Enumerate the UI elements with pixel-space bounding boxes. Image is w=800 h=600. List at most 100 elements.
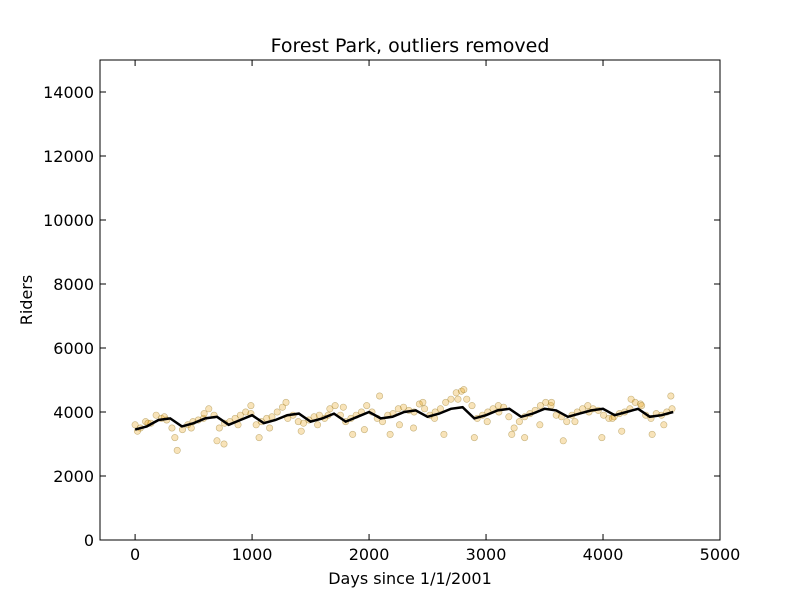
scatter-point	[419, 398, 427, 406]
x-tick-label: 0	[130, 545, 140, 564]
scatter-point	[213, 437, 221, 445]
x-tick-label: 1000	[232, 545, 273, 564]
scatter-point	[173, 446, 181, 454]
scatter-point	[395, 421, 403, 429]
x-tick-label: 4000	[583, 545, 624, 564]
scatter-point	[460, 386, 468, 394]
scatter-point	[152, 411, 160, 419]
y-tick-label: 14000	[43, 83, 94, 102]
scatter-point	[278, 403, 286, 411]
scatter-point	[171, 434, 179, 442]
scatter-point	[605, 414, 613, 422]
scatter-point	[440, 430, 448, 438]
scatter-point	[252, 421, 260, 429]
scatter-point	[386, 430, 394, 438]
scatter-point	[220, 440, 228, 448]
scatter-point	[205, 405, 213, 413]
scatter-point	[552, 411, 560, 419]
scatter-point	[376, 392, 384, 400]
scatter-point	[600, 411, 608, 419]
y-axis: 0 2000 4000 6000 8000 10000 12000 14000	[43, 83, 720, 550]
scatter-point	[294, 418, 302, 426]
scatter-point	[131, 421, 139, 429]
scatter-point	[508, 430, 516, 438]
y-tick-label: 0	[84, 531, 94, 550]
x-tick-label: 5000	[700, 545, 741, 564]
scatter-point	[627, 395, 635, 403]
scatter-point	[331, 402, 339, 410]
scatter-point	[521, 434, 529, 442]
scatter-point	[168, 424, 176, 432]
scatter-point	[215, 424, 223, 432]
scatter-point	[247, 402, 255, 410]
scatter-point	[463, 395, 471, 403]
scatter-point	[470, 434, 478, 442]
scatter-point	[468, 402, 476, 410]
scatter-point	[400, 403, 408, 411]
x-axis: 0 1000 2000 3000 4000 5000	[130, 60, 740, 564]
x-tick-label: 3000	[466, 545, 507, 564]
y-tick-label: 2000	[53, 467, 94, 486]
scatter-point	[415, 400, 423, 408]
scatter-point	[452, 389, 460, 397]
scatter-point	[618, 427, 626, 435]
scatter-point	[266, 424, 274, 432]
chart-title: Forest Park, outliers removed	[271, 35, 550, 57]
scatter-point	[660, 421, 668, 429]
plot-frame	[99, 59, 721, 541]
scatter-point	[360, 426, 368, 434]
scatter-point	[349, 430, 357, 438]
scatter-point	[457, 387, 465, 395]
scatter-point	[638, 402, 646, 410]
scatter-point	[505, 413, 513, 421]
plot-area	[131, 386, 676, 454]
scatter-point	[648, 430, 656, 438]
scatter-point	[542, 398, 550, 406]
y-axis-label: Riders	[17, 275, 36, 325]
scatter-point	[339, 403, 347, 411]
scatter-point	[297, 427, 305, 435]
scatter-point	[598, 434, 606, 442]
scatter-point	[563, 418, 571, 426]
scatter-point	[326, 405, 334, 413]
scatter-point	[631, 398, 639, 406]
trend-line	[134, 405, 674, 431]
scatter-point	[559, 437, 567, 445]
scatter-point	[394, 405, 402, 413]
scatter-point	[536, 402, 544, 410]
scatter-point	[363, 402, 371, 410]
scatter-point	[282, 398, 290, 406]
scatter-point	[236, 411, 244, 419]
scatter-point	[442, 398, 450, 406]
scatter-point	[142, 418, 150, 426]
x-tick-label: 2000	[349, 545, 390, 564]
scatter-point	[421, 405, 429, 413]
scatter-point	[515, 418, 523, 426]
scatter-point	[494, 402, 502, 410]
scatter-point	[510, 424, 518, 432]
scatter-point	[571, 418, 579, 426]
y-tick-label: 12000	[43, 147, 94, 166]
scatter-point	[548, 398, 556, 406]
y-tick-label: 10000	[43, 211, 94, 230]
scatter-point	[536, 421, 544, 429]
y-tick-label: 6000	[53, 339, 94, 358]
y-tick-label: 8000	[53, 275, 94, 294]
scatter-point	[454, 395, 462, 403]
scatter-point	[300, 419, 308, 427]
scatter-point	[410, 424, 418, 432]
scatter-point	[255, 434, 263, 442]
scatter-point	[187, 424, 195, 432]
scatter-point	[200, 410, 208, 418]
scatter-point	[314, 421, 322, 429]
scatter-point	[584, 402, 592, 410]
scatter-point	[268, 413, 276, 421]
scatter-point	[636, 400, 644, 408]
scatter-point	[483, 418, 491, 426]
scatter-point	[667, 392, 675, 400]
scatter-point	[447, 395, 455, 403]
scatter-point	[273, 408, 281, 416]
y-tick-label: 4000	[53, 403, 94, 422]
x-axis-label: Days since 1/1/2001	[328, 569, 492, 588]
